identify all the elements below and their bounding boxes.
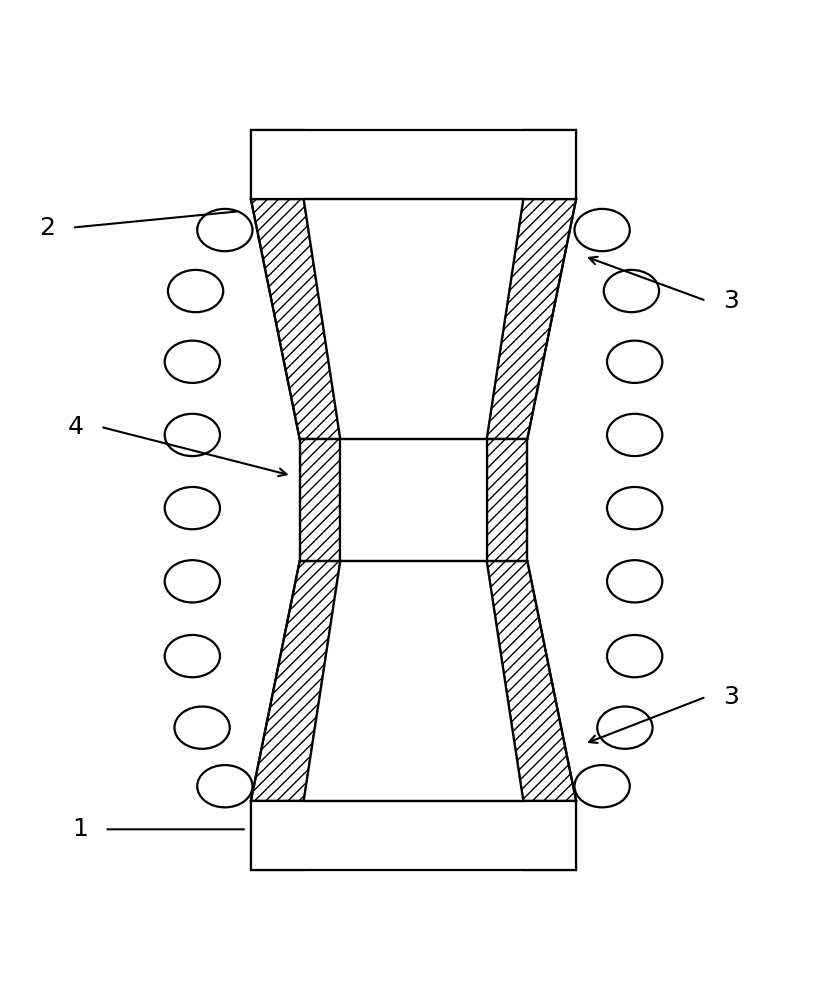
- Polygon shape: [251, 561, 341, 801]
- Text: 3: 3: [723, 685, 739, 709]
- Ellipse shape: [604, 270, 659, 312]
- Ellipse shape: [165, 341, 220, 383]
- Ellipse shape: [165, 635, 220, 677]
- Ellipse shape: [165, 487, 220, 529]
- Ellipse shape: [607, 560, 662, 602]
- Polygon shape: [523, 801, 576, 870]
- Polygon shape: [486, 561, 576, 801]
- Ellipse shape: [174, 707, 230, 749]
- Text: 3: 3: [723, 289, 739, 313]
- Ellipse shape: [607, 341, 662, 383]
- Polygon shape: [251, 801, 576, 870]
- Ellipse shape: [607, 414, 662, 456]
- Polygon shape: [251, 130, 304, 199]
- Ellipse shape: [607, 487, 662, 529]
- Polygon shape: [251, 199, 341, 439]
- Ellipse shape: [575, 209, 630, 251]
- Text: 2: 2: [40, 216, 55, 240]
- Ellipse shape: [607, 635, 662, 677]
- Polygon shape: [251, 130, 576, 199]
- Text: 1: 1: [72, 817, 88, 841]
- Text: 4: 4: [68, 415, 84, 439]
- Ellipse shape: [597, 707, 653, 749]
- Polygon shape: [486, 439, 528, 561]
- Ellipse shape: [168, 270, 223, 312]
- Polygon shape: [486, 199, 576, 439]
- Ellipse shape: [575, 765, 630, 807]
- Ellipse shape: [165, 560, 220, 602]
- Ellipse shape: [165, 414, 220, 456]
- Polygon shape: [299, 439, 341, 561]
- Polygon shape: [251, 801, 304, 870]
- Polygon shape: [523, 130, 576, 199]
- Ellipse shape: [197, 765, 252, 807]
- Polygon shape: [304, 130, 523, 870]
- Ellipse shape: [197, 209, 252, 251]
